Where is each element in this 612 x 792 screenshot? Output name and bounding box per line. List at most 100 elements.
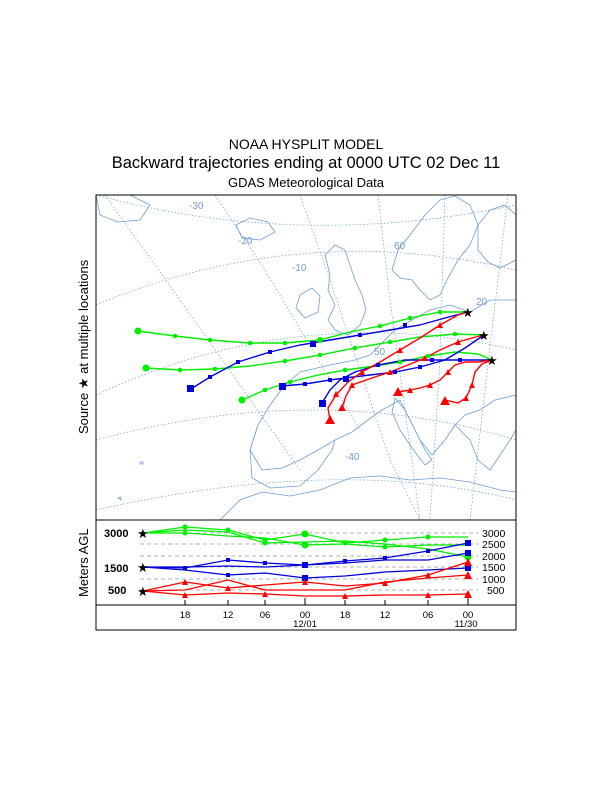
red-marker (455, 339, 461, 345)
source-star-icon: ★ (137, 584, 149, 599)
right-height-label: 3000 (482, 528, 506, 540)
source-star-icon: ★ (486, 353, 498, 368)
green-marker (377, 323, 383, 329)
red-marker (463, 395, 469, 401)
green-marker (177, 367, 183, 373)
lon-label: -40 (345, 452, 360, 463)
greenland-coast (96, 195, 151, 223)
right-height-label: 1500 (482, 562, 506, 574)
blue-marker (310, 341, 316, 347)
blue-marker (279, 383, 286, 390)
ireland-coast (295, 287, 321, 319)
green-marker (207, 337, 213, 343)
map-panel: -30 -20 -10 60 50 20 -40 (95, 194, 517, 521)
blue-marker (187, 385, 194, 392)
green-marker (352, 345, 358, 351)
green-marker (387, 339, 393, 345)
date-label: 11/30 (454, 619, 477, 630)
green-marker (407, 315, 413, 321)
blue-marker (458, 358, 462, 362)
height-markers: ★ ★ ★ (137, 524, 472, 599)
blue-marker (328, 378, 332, 382)
blue-marker (358, 333, 362, 337)
red-marker (393, 387, 403, 396)
blue-marker (319, 400, 326, 407)
right-height-label: 1000 (482, 574, 506, 586)
red-marker (427, 382, 433, 388)
left-height-label: 3000 (104, 528, 128, 540)
parallel-line (96, 409, 516, 441)
iberia-coast (249, 424, 336, 489)
date-label: 12/01 (293, 619, 317, 630)
green-marker (317, 337, 323, 343)
right-height-label: 2000 (482, 551, 506, 563)
blue-marker (393, 370, 397, 374)
green-marker (437, 309, 443, 315)
source-star-icon: ★ (478, 328, 490, 343)
green-marker (342, 367, 348, 373)
red-marker (422, 355, 428, 361)
green-marker (142, 364, 150, 372)
height-frame (95, 519, 517, 631)
blue-marker (236, 360, 240, 364)
time-tick-label: 18 (340, 610, 351, 621)
greece-coast (454, 424, 516, 471)
blue-marker (403, 323, 407, 327)
left-height-label: 500 (108, 585, 126, 597)
azores-island (117, 461, 144, 501)
red-marker (387, 369, 393, 375)
red-marker (349, 382, 355, 388)
profile-red-3 (142, 590, 469, 597)
data-source: GDAS Meteorological Data (227, 175, 385, 190)
parallel-line (96, 195, 516, 226)
profile-red-2 (142, 574, 469, 592)
green-marker (262, 387, 268, 393)
left-height-labels: 3000 1500 500 (104, 528, 128, 597)
red-marker (437, 322, 443, 328)
traj-red-1 (327, 311, 469, 421)
left-height-label: 1500 (104, 563, 128, 575)
meridian-line (429, 195, 446, 520)
green-marker (282, 358, 288, 364)
meridian-line (104, 195, 301, 471)
green-marker (317, 352, 323, 358)
great-britain-coast (324, 244, 367, 336)
lat-label: 20 (476, 297, 488, 308)
time-tick-label: 18 (180, 610, 191, 621)
green-marker (452, 331, 458, 337)
parallel-line (96, 479, 516, 511)
right-height-labels: 3000 2500 2000 1500 1000 500 (482, 528, 506, 597)
africa-coast (219, 475, 516, 520)
meridian-line (469, 195, 509, 520)
right-height-label: 2500 (482, 539, 506, 551)
trajectory-markers: ★ ★ ★ (134, 305, 498, 424)
blue-marker (418, 365, 422, 369)
blue-marker (268, 350, 272, 354)
red-marker (397, 347, 403, 353)
right-height-label: 500 (487, 585, 505, 597)
traj-blue-1 (190, 311, 469, 390)
height-panel: 3000 1500 500 3000 2500 2000 1500 1000 5… (95, 519, 517, 631)
traj-blue-2 (281, 334, 485, 387)
green-marker (287, 379, 293, 385)
blue-marker (208, 375, 212, 379)
red-marker (445, 369, 451, 375)
italy-coast (391, 397, 433, 466)
lon-label: -10 (292, 263, 307, 274)
red-marker (338, 404, 346, 411)
lat-label: 50 (374, 347, 386, 358)
source-star-icon: ★ (137, 526, 149, 541)
green-marker (247, 340, 253, 346)
red-marker (333, 391, 339, 397)
page-title: NOAA HYSPLIT MODEL (228, 136, 384, 152)
parallel-line (96, 251, 516, 306)
page-subtitle: Backward trajectories ending at 0000 UTC… (111, 154, 501, 172)
time-tick-label: 12 (380, 610, 391, 621)
scandinavia-coast (391, 195, 479, 301)
iceland-coast (235, 217, 276, 241)
time-ticks (184, 598, 469, 605)
lon-label: -20 (238, 236, 253, 247)
red-marker (325, 415, 335, 424)
meridian-line (377, 195, 421, 520)
